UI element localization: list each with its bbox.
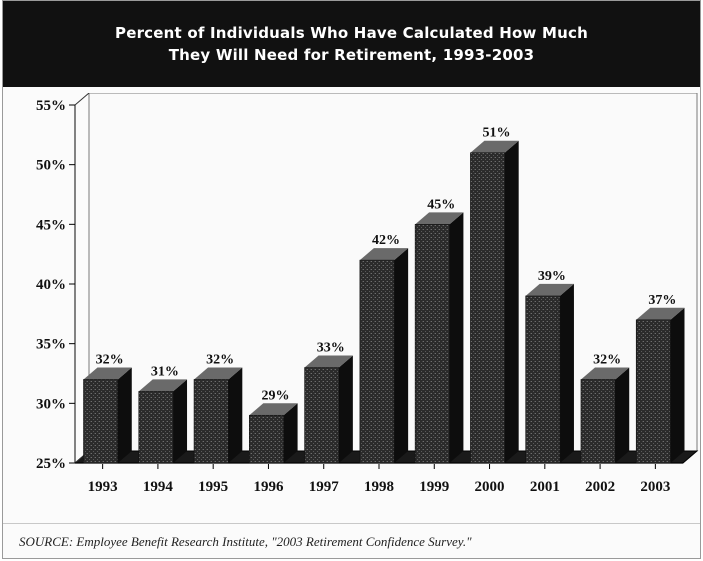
- bar-1997: [304, 355, 353, 464]
- x-tick-label: 1994: [143, 479, 174, 495]
- bar-top: [83, 367, 132, 380]
- data-label: 45%: [427, 197, 455, 212]
- x-tick-label: 2003: [640, 479, 670, 495]
- bar-front: [414, 224, 450, 464]
- x-tick-label: 1998: [364, 479, 394, 495]
- x-tick-label: 1996: [253, 479, 284, 495]
- bar-side: [670, 307, 685, 463]
- bar-top: [138, 379, 188, 392]
- bar-side: [504, 140, 519, 463]
- chart-area: 25% 30% 35% 40% 45% 50% 55% 32% 1993 31% 1994 32% 1…: [3, 92, 700, 517]
- data-label: 37%: [648, 293, 676, 308]
- title-bar: Percent of Individuals Who Have Calculat…: [3, 1, 700, 87]
- bar-2000: [470, 140, 519, 464]
- data-label: 32%: [206, 352, 234, 367]
- divider-line: [3, 523, 700, 524]
- data-label: 42%: [372, 233, 400, 248]
- data-label: 32%: [593, 352, 621, 367]
- y-tick-label: 25%: [36, 456, 66, 472]
- bar-top: [470, 140, 519, 153]
- y-tick-label: 45%: [36, 217, 66, 233]
- y-tick-label: 30%: [36, 396, 66, 412]
- bar-1995: [193, 367, 243, 464]
- x-tick-label: 1993: [88, 479, 118, 495]
- bar-top: [580, 367, 630, 380]
- x-tick-label: 1997: [309, 479, 340, 495]
- bar-1993: [83, 367, 132, 464]
- source-note: SOURCE: Employee Benefit Research Instit…: [19, 534, 472, 549]
- bar-side: [615, 367, 630, 463]
- bar-side: [228, 367, 243, 463]
- side-wall-top-edge: [74, 92, 90, 106]
- bar-top: [194, 367, 243, 380]
- x-tick-label: 1995: [198, 479, 228, 495]
- y-tick-label: 40%: [36, 277, 66, 293]
- bar-side: [173, 379, 188, 463]
- x-tick-label: 2000: [475, 479, 505, 495]
- bar-side: [394, 248, 409, 463]
- data-label: 39%: [538, 269, 566, 284]
- bar-side: [117, 367, 132, 463]
- chart-title-line-2: They Will Need for Retirement, 1993-2003: [168, 46, 535, 64]
- bar-1994: [138, 379, 188, 464]
- data-label: 29%: [261, 388, 289, 403]
- bar-top: [304, 355, 353, 368]
- bar-front: [83, 379, 119, 464]
- x-tick-label: 2001: [530, 479, 560, 495]
- bar-front: [470, 152, 505, 464]
- bar-1998: [359, 248, 409, 464]
- bar-top: [415, 212, 464, 225]
- data-label: 32%: [96, 352, 124, 367]
- y-tick-label: 50%: [36, 158, 66, 174]
- bar-front: [193, 379, 229, 464]
- bar-top: [249, 403, 298, 416]
- x-tick-label: 2002: [585, 479, 615, 495]
- bar-side: [338, 355, 353, 463]
- bar-2001: [525, 283, 574, 464]
- data-label: 31%: [151, 364, 179, 379]
- bar-front: [359, 259, 395, 464]
- bar-side: [449, 212, 464, 463]
- bar-2002: [580, 367, 630, 464]
- bar-front: [304, 367, 340, 464]
- bar-front: [525, 295, 561, 464]
- x-tick-label: 1999: [419, 479, 449, 495]
- bar-side: [283, 403, 298, 463]
- bar-front: [580, 379, 616, 464]
- y-tick-label: 35%: [36, 337, 66, 353]
- chart-title-line-1: Percent of Individuals Who Have Calculat…: [115, 24, 588, 42]
- data-label: 33%: [317, 341, 345, 356]
- data-label: 51%: [483, 126, 511, 141]
- bar-1999: [414, 212, 464, 464]
- bar-chart: 25% 30% 35% 40% 45% 50% 55% 32% 1993 31% 1994 32% 1…: [36, 92, 699, 495]
- bar-top: [636, 307, 685, 320]
- bar-2003: [635, 307, 685, 464]
- bar-side: [559, 283, 574, 463]
- bar-front: [249, 414, 284, 464]
- bar-front: [635, 319, 671, 464]
- bar-top: [359, 248, 409, 261]
- bar-front: [138, 391, 174, 464]
- y-tick-label: 55%: [36, 98, 66, 114]
- bar-top: [525, 283, 574, 296]
- bar-1996: [249, 403, 298, 464]
